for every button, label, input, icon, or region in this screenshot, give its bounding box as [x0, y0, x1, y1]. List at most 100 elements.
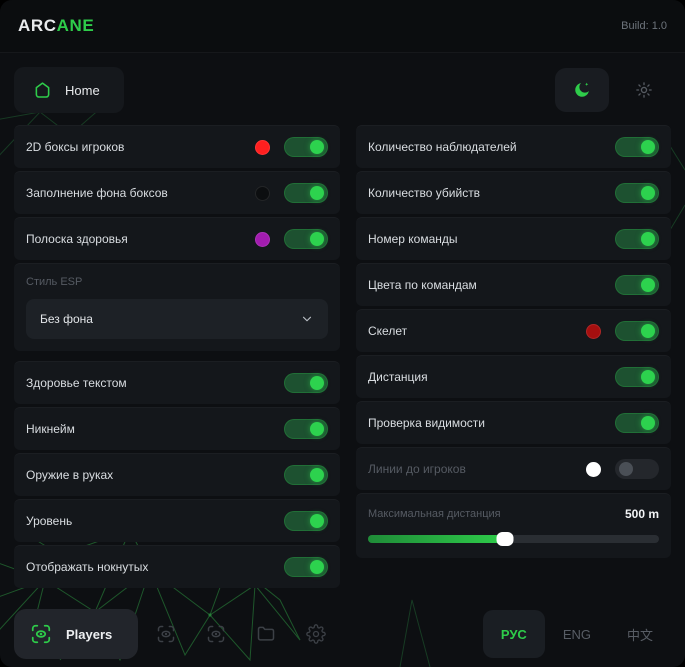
chevron-down-icon	[300, 312, 314, 326]
slider-handle[interactable]	[496, 532, 514, 546]
setting-label: Проверка видимости	[368, 416, 485, 430]
toggle-switch[interactable]	[615, 321, 659, 341]
setting-label: Линии до игроков	[368, 462, 466, 476]
toggle-knob	[310, 422, 324, 436]
esp-style-value: Без фона	[40, 312, 93, 326]
esp-style-dropdown[interactable]: Без фона	[26, 299, 328, 339]
language-rus[interactable]: РУС	[482, 610, 545, 658]
language-eng[interactable]: ENG	[545, 610, 609, 658]
title-bar: ARCANE Build: 1.0	[0, 0, 685, 53]
toggle-switch[interactable]	[284, 419, 328, 439]
toggle-knob	[310, 140, 324, 154]
toggle-knob	[310, 232, 324, 246]
toggle-switch[interactable]	[284, 137, 328, 157]
build-version: Build: 1.0	[621, 20, 667, 32]
setting-row-health-bar: Полоска здоровья	[14, 217, 340, 260]
setting-label: Скелет	[368, 324, 408, 338]
bottom-tabs: Players	[14, 609, 338, 659]
toggle-knob	[641, 370, 655, 384]
color-swatch[interactable]	[586, 323, 601, 339]
home-icon	[32, 80, 53, 101]
toggle-switch[interactable]	[615, 183, 659, 203]
max-distance-slider[interactable]	[368, 532, 659, 546]
toggle-switch[interactable]	[615, 413, 659, 433]
language-label: РУС	[500, 626, 527, 642]
slider-fill	[368, 535, 505, 543]
setting-row-kills: Количество убийств	[356, 171, 671, 214]
setting-label: Здоровье текстом	[26, 376, 127, 390]
tab-items[interactable]	[194, 612, 238, 656]
bottom-bar: Players	[0, 601, 685, 667]
logo-text-accent: ANE	[56, 16, 95, 35]
setting-row-knocked: Отображать нокнутых	[14, 545, 340, 588]
setting-row-distance: Дистанция	[356, 355, 671, 398]
toggle-switch[interactable]	[615, 459, 659, 479]
language-label: 中文	[626, 627, 653, 643]
tab-players[interactable]: Players	[14, 609, 139, 659]
toggle-knob	[310, 186, 324, 200]
language-zh[interactable]: 中文	[609, 610, 671, 658]
setting-label: Количество наблюдателей	[368, 140, 517, 154]
home-button[interactable]: Home	[14, 67, 124, 113]
toggle-knob	[641, 324, 655, 338]
toggle-switch[interactable]	[615, 275, 659, 295]
toggle-switch[interactable]	[615, 367, 659, 387]
toggle-switch[interactable]	[284, 373, 328, 393]
tab-settings[interactable]	[294, 612, 338, 656]
setting-row-box-fill: Заполнение фона боксов	[14, 171, 340, 214]
esp-style-card: Стиль ESP Без фона	[14, 263, 340, 351]
folder-icon	[256, 624, 276, 644]
max-distance-value: 500 m	[624, 507, 659, 521]
toggle-knob	[641, 232, 655, 246]
color-swatch[interactable]	[255, 231, 270, 247]
tab-enemies[interactable]	[144, 612, 188, 656]
toggle-switch[interactable]	[284, 183, 328, 203]
setting-label: Цвета по командам	[368, 278, 477, 292]
toggle-switch[interactable]	[284, 557, 328, 577]
setting-label: Отображать нокнутых	[26, 560, 149, 574]
dark-theme-button[interactable]	[555, 68, 609, 112]
right-column: Количество наблюдателей Количество убийс…	[356, 125, 671, 591]
logo-text-primary: ARC	[18, 16, 57, 35]
tab-players-label: Players	[66, 626, 113, 642]
color-swatch[interactable]	[255, 139, 270, 155]
setting-row-spectators: Количество наблюдателей	[356, 125, 671, 168]
setting-label: 2D боксы игроков	[26, 140, 125, 154]
setting-row-visibility-check: Проверка видимости	[356, 401, 671, 444]
toggle-switch[interactable]	[284, 511, 328, 531]
setting-row-weapon: Оружие в руках	[14, 453, 340, 496]
toggle-switch[interactable]	[284, 229, 328, 249]
home-button-label: Home	[65, 82, 100, 98]
setting-row-team-number: Номер команды	[356, 217, 671, 260]
setting-label: Дистанция	[368, 370, 428, 384]
theme-switcher	[555, 68, 671, 112]
tab-configs[interactable]	[244, 612, 288, 656]
max-distance-label: Максимальная дистанция	[368, 508, 501, 520]
settings-columns: 2D боксы игроков Заполнение фона боксов …	[14, 125, 671, 591]
moon-icon	[572, 80, 592, 100]
setting-label: Никнейм	[26, 422, 75, 436]
toggle-switch[interactable]	[615, 229, 659, 249]
sun-icon	[635, 81, 653, 99]
language-switcher: РУС ENG 中文	[482, 610, 671, 658]
toggle-knob	[641, 186, 655, 200]
language-label: ENG	[562, 626, 591, 642]
color-swatch[interactable]	[255, 185, 270, 201]
nav-row: Home	[14, 67, 671, 113]
setting-row-level: Уровень	[14, 499, 340, 542]
toggle-switch[interactable]	[284, 465, 328, 485]
setting-label: Полоска здоровья	[26, 232, 128, 246]
eye-scan-icon	[156, 624, 176, 644]
setting-label: Уровень	[26, 514, 73, 528]
app-logo: ARCANE	[18, 16, 94, 36]
setting-row-2d-boxes: 2D боксы игроков	[14, 125, 340, 168]
toggle-knob	[310, 560, 324, 574]
left-column: 2D боксы игроков Заполнение фона боксов …	[14, 125, 340, 591]
light-theme-button[interactable]	[617, 68, 671, 112]
setting-row-nickname: Никнейм	[14, 407, 340, 450]
toggle-switch[interactable]	[615, 137, 659, 157]
main-content: Home	[0, 53, 685, 591]
color-swatch[interactable]	[586, 461, 601, 477]
setting-row-skeleton: Скелет	[356, 309, 671, 352]
